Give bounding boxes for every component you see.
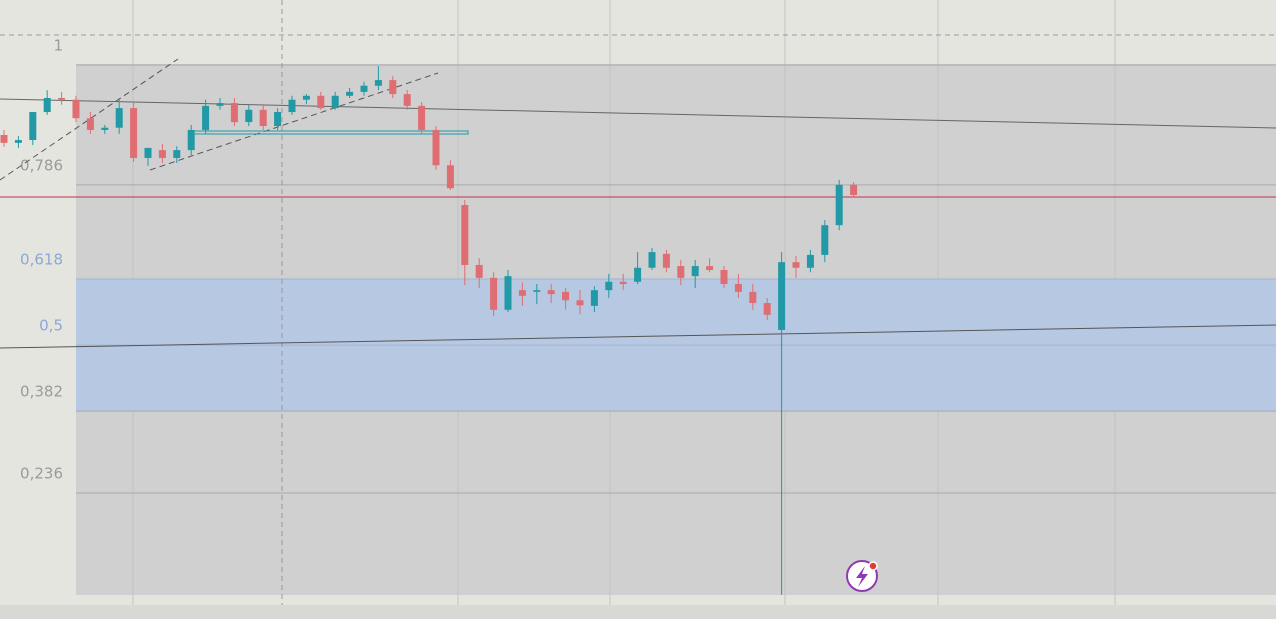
candle-body [850, 184, 858, 195]
candle-body [374, 80, 382, 86]
candle-body [778, 262, 786, 330]
candle-body [173, 150, 181, 158]
channel-line [0, 58, 179, 181]
candle-body [274, 112, 282, 127]
candle-body [360, 85, 368, 92]
candle-body [749, 291, 757, 304]
candle-body [230, 103, 238, 123]
candle-body [547, 290, 555, 295]
candle-body [475, 264, 483, 278]
candle-body [144, 147, 152, 158]
candle-body [763, 303, 771, 315]
candle-body [446, 165, 454, 189]
candle-body [504, 276, 512, 310]
candle-body [288, 99, 296, 113]
candle-body [216, 103, 224, 106]
candle-body [835, 184, 843, 226]
candle-body [14, 140, 22, 143]
candle-body [86, 118, 94, 130]
candle-body [734, 284, 742, 292]
candle-body [0, 135, 8, 143]
candle-body [259, 109, 267, 127]
candle-body [317, 95, 325, 109]
candle-body [158, 150, 166, 158]
candle-body [533, 290, 541, 292]
candle-body [403, 94, 411, 106]
candle-body [562, 291, 570, 301]
candle-body [58, 98, 66, 100]
candle-body [490, 277, 498, 310]
candle-body [821, 225, 829, 255]
candle-body [346, 91, 354, 96]
candle-body [605, 281, 613, 291]
fib-label: 0,5 [39, 317, 63, 335]
candle-body [461, 205, 469, 265]
candle-body [648, 252, 656, 268]
lightning-icon [856, 566, 868, 587]
badge [868, 561, 878, 571]
candle-body [518, 290, 526, 296]
candle-body [662, 253, 670, 268]
fib-label: 0,382 [20, 383, 63, 401]
candle-body [202, 105, 210, 130]
candle-body [245, 109, 253, 123]
fib-levels: 1 0,786 0,618 0,5 0,382 0,236 [20, 36, 1276, 494]
candle-body [130, 108, 138, 158]
candle-body [619, 281, 627, 285]
candle-body [29, 112, 37, 141]
candle-body [389, 80, 397, 95]
candle-body [634, 267, 642, 282]
candles [0, 66, 858, 595]
candle-body [302, 95, 310, 100]
candle-body [691, 266, 699, 277]
candle-body [792, 262, 800, 268]
fib-label: 1 [53, 36, 63, 54]
candle-body [576, 300, 584, 306]
candle-body [706, 266, 714, 271]
candle-body [101, 127, 109, 130]
candle-body [432, 129, 440, 166]
candle-body [331, 95, 339, 109]
candle-body [72, 99, 80, 119]
fib-label: 0,236 [20, 464, 63, 482]
candle-body [187, 129, 195, 151]
fib-label: 0,618 [20, 250, 63, 268]
candle-body [590, 290, 598, 306]
candle-body [115, 108, 123, 128]
candle-body [418, 105, 426, 130]
bottom-bar [0, 605, 1276, 619]
candle-body [806, 254, 814, 268]
candle-body [677, 266, 685, 278]
trend-line [0, 324, 1276, 349]
fib-label: 0,786 [20, 156, 63, 174]
candle-body [43, 98, 51, 113]
trend-line [0, 98, 1276, 129]
candle-body [720, 270, 728, 285]
